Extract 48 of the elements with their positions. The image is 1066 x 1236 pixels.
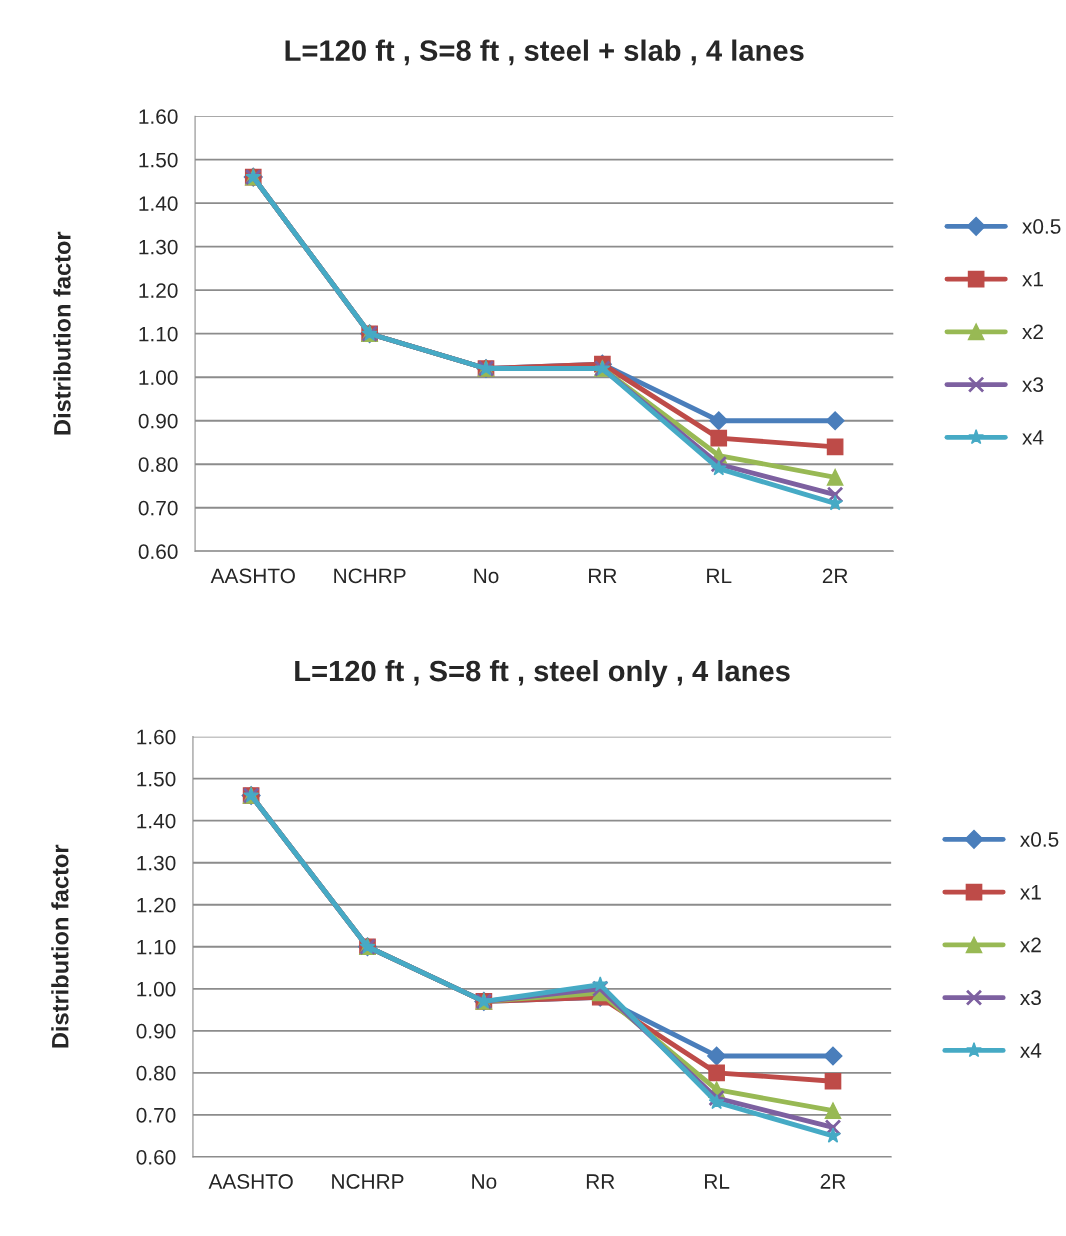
x-tick-label: NCHRP [332, 1174, 404, 1189]
y-tick-label: 1.60 [137, 729, 176, 745]
x-tick-label: 2R [822, 568, 848, 584]
legend-label: x0.5 [1022, 219, 1061, 234]
legend-label: x3 [1022, 377, 1044, 393]
y-tick-label: 0.60 [138, 544, 178, 560]
y-tick-label: 1.30 [139, 239, 178, 255]
y-tick-label: 0.70 [136, 1107, 176, 1123]
y-tick-label: 1.20 [137, 897, 176, 913]
legend-label: x1 [1022, 272, 1043, 287]
y-tick-label: 1.30 [137, 855, 176, 871]
y-tick-label: 0.90 [138, 413, 178, 429]
x-tick-label: No [472, 1174, 497, 1189]
y-tick-label: 1.60 [139, 109, 178, 124]
y-tick-label: 0.80 [136, 1065, 176, 1081]
x-tick-label: AASHTO [208, 1174, 293, 1189]
y-axis-title: Distribution factor [53, 231, 71, 435]
x-tick-label: RR [589, 568, 617, 584]
x-tick-label: RL [707, 568, 732, 584]
y-tick-label: 1.40 [139, 196, 178, 211]
y-axis-title: Distribution factor [51, 844, 69, 1048]
y-tick-label: 1.20 [139, 283, 178, 298]
chart-title: L=120 ft , S=8 ft , steel + slab , 4 lanes [285, 39, 804, 66]
y-tick-label: 0.70 [138, 500, 178, 516]
y-tick-label: 1.00 [139, 370, 178, 385]
y-tick-label: 1.40 [137, 813, 176, 829]
legend-label: x2 [1022, 324, 1043, 340]
legend-label: x0.5 [1020, 832, 1059, 847]
y-tick-label: 1.10 [139, 326, 178, 342]
x-tick-label: No [474, 568, 499, 584]
x-tick-label: RL [705, 1174, 730, 1189]
legend-label: x4 [1022, 430, 1044, 445]
y-tick-label: 0.80 [138, 457, 178, 472]
y-tick-label: 1.50 [137, 771, 176, 787]
x-tick-label: NCHRP [334, 568, 406, 584]
legend-label: x4 [1020, 1043, 1042, 1058]
x-tick-label: RR [586, 1174, 615, 1189]
y-tick-label: 0.90 [136, 1023, 176, 1039]
x-tick-label: 2R [820, 1174, 846, 1189]
y-tick-label: 0.60 [136, 1149, 176, 1165]
chart-title: L=120 ft , S=8 ft , steel only , 4 lanes [295, 659, 790, 688]
legend-label: x3 [1020, 990, 1041, 1006]
y-tick-label: 1.50 [139, 152, 178, 168]
legend-label: x1 [1020, 885, 1041, 900]
x-tick-label: AASHTO [210, 568, 295, 584]
y-tick-label: 1.00 [137, 981, 176, 997]
legend-label: x2 [1020, 937, 1041, 953]
y-tick-label: 1.10 [137, 939, 176, 955]
